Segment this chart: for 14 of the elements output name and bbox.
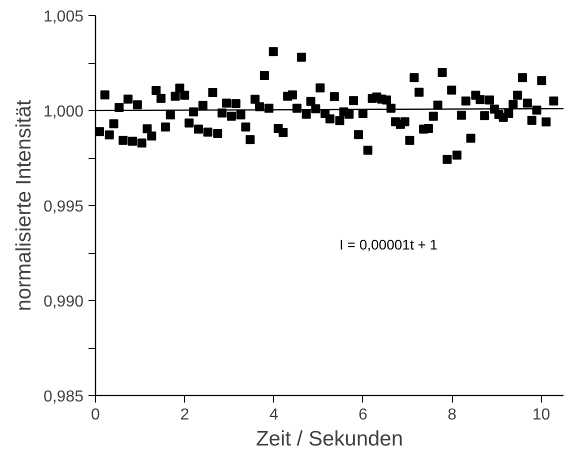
y-tick-label: 1,000 — [43, 104, 84, 120]
x-tick-label: 6 — [358, 406, 368, 424]
y-tick-label: 1,005 — [43, 8, 84, 26]
y-axis-title: normalisierte Intensität — [12, 100, 36, 312]
x-tick-label: 10 — [532, 406, 550, 424]
x-tick-label: 4 — [269, 406, 278, 424]
x-tick-label: 2 — [180, 406, 190, 424]
y-tick-label: 0,990 — [43, 294, 84, 310]
y-tick-label: 0,985 — [43, 388, 84, 406]
annotation: I = 0,00001t + 1 — [340, 236, 438, 252]
x-axis-title: Zeit / Sekunden — [256, 428, 404, 450]
y-tick-label: 0,995 — [43, 198, 84, 216]
x-tick-label: 8 — [448, 406, 457, 424]
x-tick-label: 0 — [91, 406, 100, 424]
